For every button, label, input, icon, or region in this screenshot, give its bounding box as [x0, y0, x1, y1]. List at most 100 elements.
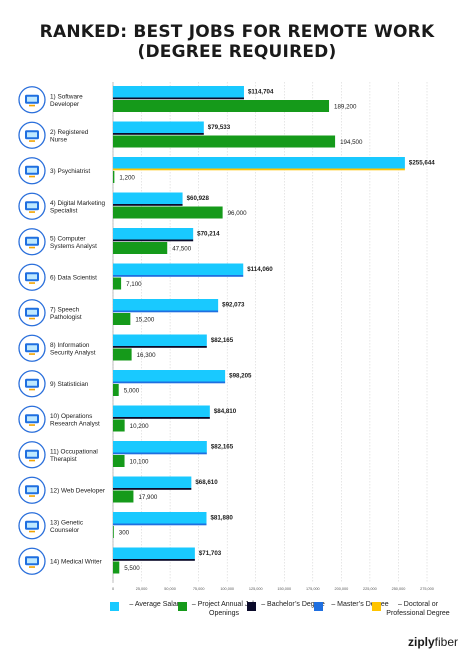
- salary-data-label: $98,205: [229, 373, 252, 380]
- openings-data-label: 47,500: [172, 245, 191, 252]
- chart-title-line-1: RANKED: BEST JOBS FOR REMOTE WORK: [39, 22, 435, 42]
- icon-glyph-screen: [27, 96, 37, 102]
- salary-bar: [113, 299, 219, 311]
- legend-swatch: [110, 602, 119, 611]
- category-label: Research Analyst: [50, 420, 100, 427]
- legend: – Average Salary – Project Annual Job Ope…: [110, 601, 470, 631]
- x-tick-label: 125,000: [249, 587, 263, 591]
- salary-bar: [113, 441, 207, 453]
- x-tick-label: 0: [112, 587, 114, 591]
- category-label: Counselor: [50, 527, 80, 534]
- icon-glyph-screen: [27, 167, 37, 173]
- x-tick-label: 100,000: [220, 587, 234, 591]
- salary-bar: [113, 228, 194, 240]
- degree-marker: [113, 204, 183, 206]
- salary-data-label: $92,073: [222, 302, 245, 309]
- openings-data-label: 15,200: [135, 316, 154, 323]
- openings-data-label: 300: [119, 529, 130, 536]
- security-icon: [18, 334, 46, 362]
- legend-swatch: [247, 602, 256, 611]
- degree-marker: [113, 239, 194, 242]
- salary-bar: [113, 263, 244, 275]
- chart-title-line-2: (DEGREE REQUIRED): [137, 42, 337, 62]
- icon-glyph-base: [29, 424, 35, 426]
- icon-glyph-base: [29, 353, 35, 355]
- icon-glyph-base: [29, 530, 35, 533]
- x-tick-label: 200,000: [334, 587, 348, 591]
- salary-data-label: $82,165: [211, 444, 234, 451]
- software-developer-icon: [18, 86, 46, 114]
- legend-label: – Master’s Degree: [331, 601, 389, 608]
- icon-glyph-base: [29, 211, 35, 213]
- x-tick-label: 225,000: [363, 587, 377, 591]
- category-label: Systems Analyst: [50, 243, 97, 250]
- openings-bar: [113, 313, 131, 325]
- openings-bar: [113, 526, 114, 538]
- openings-bar: [113, 171, 115, 183]
- openings-bar: [113, 277, 122, 290]
- openings-data-label: 1,200: [119, 174, 135, 181]
- therapist-icon: [18, 441, 46, 469]
- icon-glyph-base: [29, 104, 35, 107]
- degree-marker: [113, 381, 226, 384]
- salary-data-label: $79,533: [208, 124, 231, 131]
- category-label: Developer: [50, 101, 80, 108]
- openings-data-label: 5,000: [124, 387, 140, 394]
- degree-marker: [113, 452, 207, 455]
- psychiatrist-icon: [18, 157, 46, 185]
- computer-icon: [18, 228, 46, 256]
- degree-marker: [113, 97, 244, 100]
- icon-glyph-screen: [27, 203, 37, 209]
- openings-bar: [113, 206, 223, 219]
- brand-part-2: fiber: [434, 635, 458, 649]
- icon-glyph-screen: [27, 451, 37, 457]
- category-label: Therapist: [50, 456, 77, 463]
- openings-data-label: 16,300: [137, 352, 156, 359]
- icon-glyph-screen: [27, 522, 37, 528]
- category-label: 1) Software: [50, 93, 83, 100]
- icon-glyph-base: [29, 317, 35, 320]
- bar-chart: 0 25,000 50,000 75,000 100,000 125,000 150,000…: [18, 82, 435, 591]
- openings-data-label: 7,100: [126, 281, 142, 288]
- salary-bar: [113, 512, 207, 524]
- openings-bar: [113, 561, 120, 574]
- degree-marker: [113, 310, 219, 313]
- openings-bar: [113, 419, 125, 432]
- salary-bar: [113, 121, 204, 133]
- degree-marker: [113, 417, 210, 419]
- degree-marker: [113, 488, 192, 490]
- x-tick-label: 50,000: [164, 587, 176, 591]
- degree-marker: [113, 559, 195, 561]
- openings-bar: [113, 348, 132, 361]
- openings-bar: [113, 242, 168, 254]
- degree-marker: [113, 168, 405, 171]
- icon-glyph-screen: [27, 416, 37, 422]
- salary-bar: [113, 334, 207, 346]
- genetics-icon: [18, 512, 46, 540]
- salary-bar: [113, 547, 195, 559]
- category-label: 2) Registered: [50, 129, 89, 136]
- salary-bar: [113, 405, 210, 417]
- icon-glyph-base: [29, 495, 35, 497]
- degree-marker: [113, 523, 207, 526]
- salary-bar: [113, 192, 183, 204]
- category-label: 11) Occupational: [50, 448, 98, 455]
- salary-data-label: $81,880: [210, 515, 233, 522]
- category-label: 10) Operations: [50, 413, 92, 420]
- icon-glyph-screen: [27, 238, 37, 244]
- salary-data-label: $60,928: [187, 195, 210, 202]
- megaphone-icon: [18, 192, 46, 220]
- icon-glyph-base: [29, 566, 35, 568]
- brand-logo: ziplyfiber: [408, 635, 458, 649]
- icon-glyph-base: [29, 388, 35, 391]
- salary-data-label: $114,704: [248, 89, 274, 96]
- category-label: 4) Digital Marketing: [50, 200, 105, 207]
- legend-swatch: [178, 602, 187, 611]
- speech-icon: [18, 299, 46, 327]
- salary-data-label: $255,644: [409, 160, 435, 167]
- icon-glyph-base: [29, 246, 35, 249]
- salary-bar: [113, 86, 244, 98]
- category-label: Specialist: [50, 207, 78, 214]
- salary-data-label: $68,610: [195, 479, 218, 486]
- openings-bar: [113, 135, 336, 148]
